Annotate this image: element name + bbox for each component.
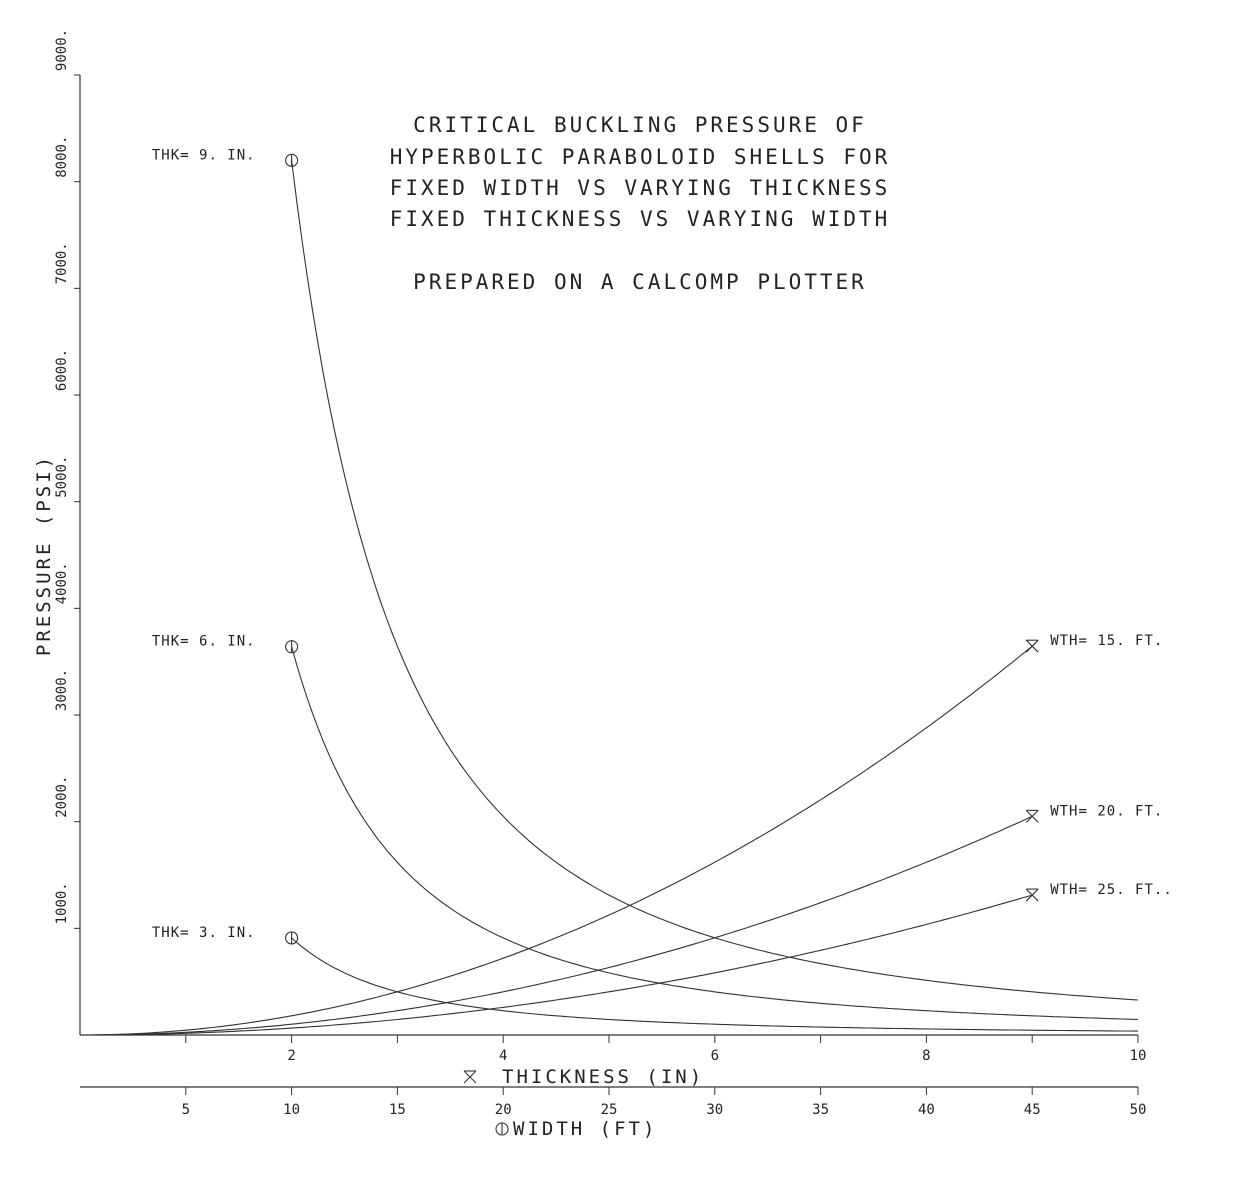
- series-layer: THK= 9. IN. THK= 6. IN. THK= 3. IN. WTH= 15…: [80, 147, 1173, 1036]
- x-marker-icon: [463, 1070, 477, 1084]
- y-tick-label: 4000.: [54, 562, 70, 604]
- y-tick-label: 5000.: [54, 456, 70, 498]
- chart-subtitle: PREPARED ON A CALCOMP PLOTTER: [413, 270, 867, 294]
- series-line: [80, 815, 1033, 1036]
- x-marker-icon: [463, 1070, 477, 1084]
- series-line: [80, 894, 1033, 1036]
- series-label: THK= 9. IN.: [152, 147, 256, 163]
- x-marker-icon: [1025, 809, 1039, 823]
- width-axis-ticks: 5 10 15 20 25 30 35 40 45 50: [182, 1087, 1147, 1118]
- width-tick-label: 25: [601, 1102, 618, 1118]
- thickness-tick-label: 8: [922, 1048, 930, 1064]
- y-tick-label: 3000.: [54, 669, 70, 711]
- circle-marker-icon: [495, 1122, 509, 1136]
- thickness-axis-ticks: 2 4 6 8 10: [185, 1035, 1147, 1064]
- series-line: [291, 937, 1138, 1032]
- width-tick-label: 5: [182, 1102, 190, 1118]
- width-tick-label: 30: [706, 1102, 723, 1118]
- series-line: [291, 646, 1139, 1021]
- y-tick-label: 7000.: [54, 242, 70, 284]
- thickness-tick-label: 6: [711, 1048, 719, 1064]
- series-4: WTH= 15. FT.: [80, 633, 1163, 1036]
- series-6: WTH= 25. FT..: [80, 882, 1173, 1036]
- title-line-1: CRITICAL BUCKLING PRESSURE OF: [413, 113, 867, 137]
- series-3: THK= 3. IN.: [152, 925, 1138, 1032]
- title-line-3: FIXED WIDTH VS VARYING THICKNESS: [390, 176, 891, 200]
- thickness-axis-title: THICKNESS (IN): [463, 1066, 704, 1088]
- chart-title: CRITICAL BUCKLING PRESSURE OF HYPERBOLIC…: [390, 113, 891, 294]
- title-line-4: FIXED THICKNESS VS VARYING WIDTH: [390, 207, 891, 231]
- series-5: WTH= 20. FT.: [80, 803, 1163, 1036]
- y-tick-label: 2000.: [54, 776, 70, 818]
- thickness-tick-label: 2: [287, 1048, 295, 1064]
- width-tick-label: 40: [918, 1102, 935, 1118]
- y-axis-ticks: 1000. 2000. 3000. 4000. 5000. 6000. 7000. 8000.…: [54, 29, 80, 929]
- series-label: WTH= 20. FT.: [1050, 803, 1163, 819]
- width-tick-label: 35: [812, 1102, 829, 1118]
- x-marker-icon: [1025, 888, 1039, 902]
- series-label: WTH= 15. FT.: [1050, 633, 1163, 649]
- y-tick-label: 9000.: [54, 29, 70, 71]
- series-label: WTH= 25. FT..: [1050, 882, 1173, 898]
- y-tick-label: 6000.: [54, 349, 70, 391]
- width-axis-title: WIDTH (FT): [495, 1118, 657, 1140]
- thickness-axis-label: THICKNESS (IN): [502, 1066, 704, 1088]
- title-line-2: HYPERBOLIC PARABOLOID SHELLS FOR: [390, 145, 891, 169]
- width-axis-label: WIDTH (FT): [513, 1118, 657, 1140]
- thickness-tick-label: 4: [499, 1048, 507, 1064]
- y-tick-label: 1000.: [54, 882, 70, 924]
- y-tick-label: 8000.: [54, 136, 70, 178]
- series-label: THK= 3. IN.: [152, 925, 256, 941]
- width-tick-label: 50: [1130, 1102, 1147, 1118]
- width-tick-label: 15: [389, 1102, 406, 1118]
- width-tick-label: 20: [495, 1102, 512, 1118]
- x-marker-icon: [1025, 639, 1039, 653]
- series-label: THK= 6. IN.: [152, 634, 256, 650]
- width-tick-label: 45: [1024, 1102, 1041, 1118]
- series-2: THK= 6. IN.: [152, 634, 1139, 1021]
- thickness-tick-label: 10: [1130, 1048, 1147, 1064]
- series-line: [80, 645, 1033, 1036]
- width-tick-label: 10: [283, 1102, 300, 1118]
- y-axis-title: PRESSURE (PSI): [33, 454, 55, 656]
